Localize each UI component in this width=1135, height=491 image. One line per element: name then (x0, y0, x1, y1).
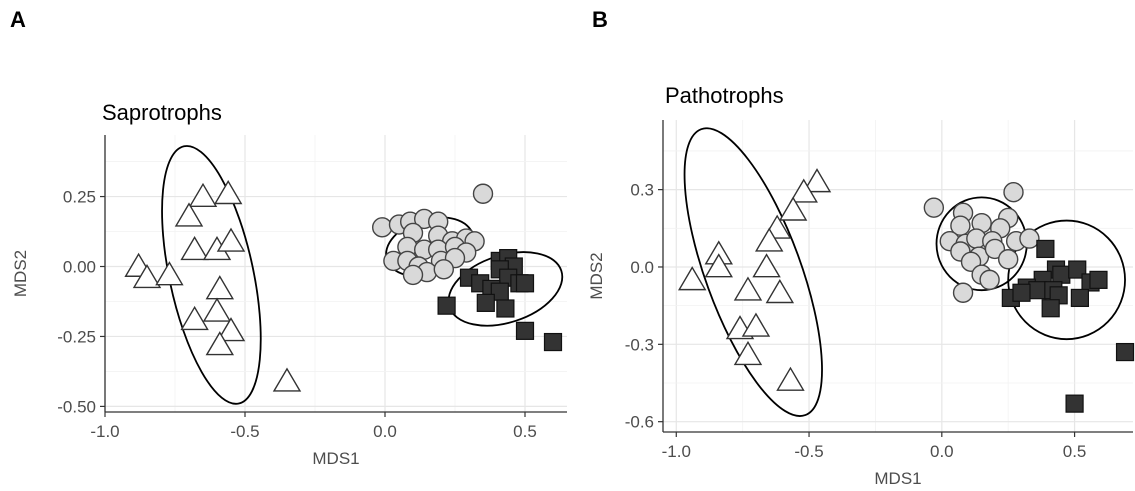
square-point-b (1115, 342, 1135, 362)
y-tick-label-b: 0.0 (630, 258, 654, 277)
y-tick-label-a: 0.25 (63, 188, 96, 207)
triangle-point-b (677, 266, 707, 291)
circle-point-a (433, 259, 454, 280)
circle-point-b (1019, 228, 1040, 249)
square-confidence-ellipse-b (1007, 219, 1126, 341)
x-tick-label-a: 0.5 (513, 422, 537, 441)
square-point-a (515, 274, 535, 293)
chart-title-pathotrophs: Pathotrophs (665, 83, 784, 108)
axes-a: -1.0 -0.5 0.0 0.5 -0.50 -0.25 0.00 0.25 (57, 135, 567, 441)
y-tick-label-a: -0.50 (57, 397, 96, 416)
square-point-a (437, 296, 456, 315)
triangle-point-a (132, 263, 162, 289)
triangle-point-b (765, 279, 795, 304)
x-tick-label-a: 0.0 (373, 422, 397, 441)
triangle-point-a (202, 297, 232, 322)
square-point-b (1036, 239, 1055, 259)
triangle-point-a (216, 227, 246, 252)
triangle-point-a (180, 305, 209, 331)
square-point-a (496, 299, 515, 318)
triangle-point-a (272, 367, 302, 392)
circle-point-b (923, 197, 945, 218)
triangle-point-b (789, 178, 818, 203)
axes-b: -1.0 -0.5 0.0 0.5 -0.6 -0.3 0.0 0.3 (625, 120, 1133, 461)
triangle-point-a (180, 235, 209, 261)
x-tick-label-a: -0.5 (230, 422, 259, 441)
circle-point-b (952, 282, 974, 303)
triangle-point-a (155, 261, 184, 286)
x-tick-label-b: -1.0 (662, 442, 691, 461)
y-tick-label-b: -0.3 (625, 335, 654, 354)
square-point-b (1052, 265, 1071, 284)
triangle-point-b (776, 366, 805, 391)
x-axis-label-b: MDS1 (874, 469, 921, 488)
circle-point-a (402, 264, 424, 286)
panel-a: A Saprotrophs -1.0 -0.5 0.0 0.5 -0.50 -0.25 0.… (10, 7, 567, 468)
panel-label-b: B (592, 7, 608, 32)
points-b (677, 168, 1135, 413)
triangle-point-a (213, 180, 243, 205)
x-axis-label-a: MDS1 (312, 449, 359, 468)
square-point-b (1012, 283, 1031, 302)
triangle-point-b (752, 253, 781, 278)
triangle-point-a (205, 331, 235, 356)
circle-point-a (472, 183, 494, 204)
x-tick-label-b: -0.5 (794, 442, 823, 461)
circle-point-b (1003, 181, 1024, 203)
triangle-point-a (216, 317, 246, 342)
triangle-point-b (733, 340, 763, 366)
square-point-b (1065, 394, 1084, 413)
panel-b: B Pathotrophs -1.0 -0.5 0.0 0.5 -0.6 -0.3 0.0 0… (587, 7, 1135, 488)
triangle-confidence-ellipse-b (683, 127, 823, 417)
x-tick-label-a: -1.0 (90, 422, 119, 441)
square-point-a (476, 293, 495, 312)
x-tick-label-b: 0.0 (930, 442, 954, 461)
chart-title-saprotrophs: Saprotrophs (102, 100, 222, 125)
triangle-point-a (188, 182, 218, 208)
triangle-point-b (778, 196, 808, 221)
square-point-b (1041, 299, 1060, 318)
circle-point-b (997, 249, 1019, 270)
square-point-b (1089, 270, 1108, 289)
square-point-a (515, 321, 535, 340)
y-tick-label-b: -0.6 (625, 413, 654, 432)
y-tick-label-b: 0.3 (630, 181, 654, 200)
square-point-b (1028, 281, 1047, 300)
x-tick-label-b: 0.5 (1063, 442, 1087, 461)
square-point-a (543, 332, 563, 352)
circle-point-a (372, 217, 393, 238)
triangle-point-b (704, 253, 733, 278)
triangle-point-b (741, 312, 771, 337)
panel-label-a: A (10, 7, 26, 32)
triangle-point-b (754, 227, 784, 252)
y-axis-label-a: MDS2 (11, 250, 30, 297)
triangle-point-b (802, 168, 832, 193)
y-axis-label-b: MDS2 (587, 252, 606, 299)
y-tick-label-a: 0.00 (63, 258, 96, 277)
triangle-point-a (205, 275, 235, 300)
points-a (124, 180, 563, 392)
y-tick-label-a: -0.25 (57, 327, 96, 346)
square-point-b (1070, 288, 1089, 308)
circle-point-b (979, 269, 1000, 291)
triangle-point-b (733, 276, 763, 301)
triangle-point-a (174, 202, 204, 227)
ellipses-b (683, 127, 1126, 417)
